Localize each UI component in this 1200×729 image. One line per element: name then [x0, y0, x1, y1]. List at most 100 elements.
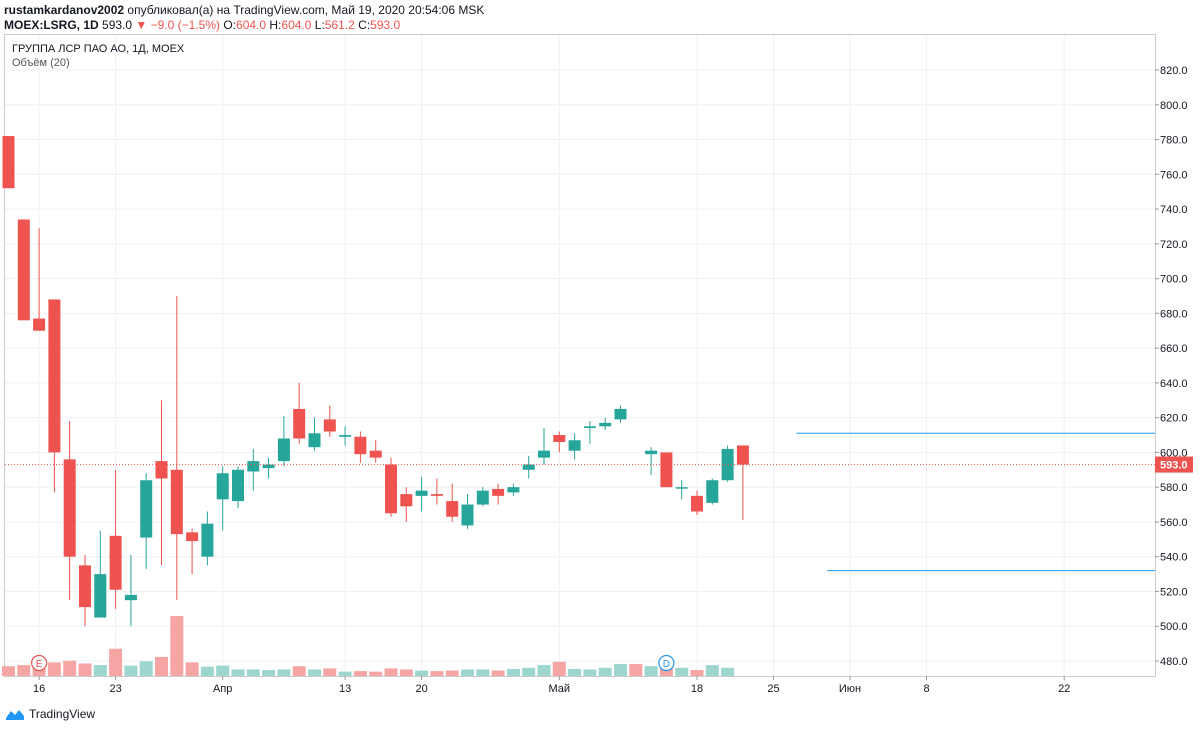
y-axis-label: 660.0: [1160, 343, 1188, 355]
candle-body: [323, 419, 336, 432]
volume-bar: [415, 670, 429, 676]
volume-bar: [292, 666, 306, 676]
candle-body: [691, 495, 703, 512]
volume-bar: [47, 662, 61, 676]
volume-bar: [200, 666, 214, 676]
y-axis-label: 720.0: [1160, 239, 1188, 251]
symbol-name: MOEX:LSRG, 1D: [4, 18, 99, 32]
y-axis-label: 620.0: [1160, 413, 1188, 425]
x-axis-label: 18: [691, 683, 703, 695]
candle-body: [140, 480, 153, 538]
candle-body: [293, 408, 306, 439]
x-axis-label: 16: [33, 683, 45, 695]
candle-body: [232, 469, 244, 502]
volume-bar: [308, 669, 321, 676]
chart-frame[interactable]: [4, 34, 1156, 677]
current-price-label: 593.0: [1160, 460, 1188, 472]
volume-bar: [231, 669, 245, 676]
ohlc-open-label: O:: [223, 18, 237, 32]
event-marker-circle: [658, 654, 675, 672]
candle-body: [216, 473, 229, 500]
volume-bar: [109, 648, 123, 676]
volume-bar: [353, 671, 367, 676]
volume-bar: [659, 667, 673, 676]
y-axis-label: 540.0: [1160, 552, 1188, 564]
candle-body: [538, 450, 550, 458]
published-text: опубликовал(а) на TradingView.com, Май 1…: [124, 3, 485, 17]
volume-bar: [537, 665, 551, 676]
candle-body: [247, 461, 260, 472]
candle-body: [339, 435, 352, 437]
candle-body: [553, 435, 566, 442]
volume-legend: Объём (20): [12, 57, 70, 69]
volume-bar: [675, 667, 689, 676]
volume-bar: [124, 665, 138, 676]
y-axis-label: 700.0: [1160, 274, 1188, 286]
candle-body: [446, 501, 459, 517]
volume-bar: [93, 665, 107, 676]
price-change: ▼ −9.0 (−1.5%): [135, 18, 220, 32]
x-axis-label: Май: [549, 683, 571, 695]
ohlc-high: 604.0: [281, 18, 312, 32]
y-axis-label: 580.0: [1160, 482, 1188, 494]
y-axis-label: 740.0: [1160, 204, 1188, 216]
event-marker-label: D: [663, 659, 670, 670]
candle-body: [507, 487, 520, 493]
ohlc-high-label: H:: [269, 18, 282, 32]
y-axis-label: 520.0: [1160, 586, 1188, 598]
volume-bar: [78, 663, 92, 676]
candle-body: [706, 480, 719, 503]
tradingview-brand: TradingView: [29, 707, 96, 721]
candle-body: [675, 487, 688, 489]
x-axis-label: Июн: [839, 683, 861, 695]
volume-bar: [721, 667, 735, 676]
candle-body: [430, 494, 443, 496]
volume-bar: [2, 666, 15, 676]
candle-body: [94, 574, 107, 618]
volume-bar: [445, 670, 459, 676]
volume-bar: [522, 667, 536, 676]
last-price: 593.0: [102, 18, 133, 32]
volume-bar: [262, 670, 276, 676]
volume-bar: [614, 664, 627, 676]
event-marker-circle: [30, 654, 48, 672]
volume-bar: [583, 669, 597, 676]
y-axis-label: 800.0: [1160, 100, 1188, 112]
chart-legend-title: ГРУППА ЛСР ПАО АО, 1Д, MOEX: [12, 43, 185, 55]
volume-bar: [461, 669, 474, 676]
candle-body: [109, 535, 122, 590]
author-name[interactable]: rustamkardanov2002: [4, 3, 125, 17]
candle-body: [492, 488, 505, 496]
y-axis-label: 780.0: [1160, 135, 1188, 147]
volume-bar: [170, 616, 184, 676]
candle-body: [583, 426, 596, 429]
volume-bar: [430, 671, 444, 676]
candle-body: [369, 450, 382, 458]
footer[interactable]: TradingView: [6, 707, 95, 721]
candle-body: [48, 299, 61, 453]
ohlc-close: 593.0: [370, 18, 401, 32]
volume-bar: [491, 670, 505, 676]
candle-body: [385, 464, 397, 514]
x-axis-label: Апр: [213, 683, 232, 695]
volume-bar: [338, 671, 352, 676]
volume-bar: [323, 668, 337, 676]
volume-bar: [568, 668, 582, 676]
current-price-box: [1155, 456, 1193, 473]
candle-body: [354, 436, 367, 455]
y-axis-label: 600.0: [1160, 447, 1188, 459]
candle-body: [33, 318, 46, 331]
candle-body: [415, 490, 428, 496]
candle-body: [201, 523, 214, 557]
y-axis-label: 640.0: [1160, 378, 1188, 390]
candle-body: [461, 504, 474, 526]
ohlc-open: 604.0: [236, 18, 267, 32]
volume-bar: [155, 656, 168, 676]
candle-body: [79, 565, 91, 608]
volume-bar: [552, 661, 566, 676]
symbol-header: MOEX:LSRG, 1D 593.0 ▼ −9.0 (−1.5%) O:604…: [4, 18, 400, 32]
volume-bar: [63, 660, 77, 676]
volume-bar: [629, 664, 643, 676]
candle-body: [63, 459, 76, 557]
